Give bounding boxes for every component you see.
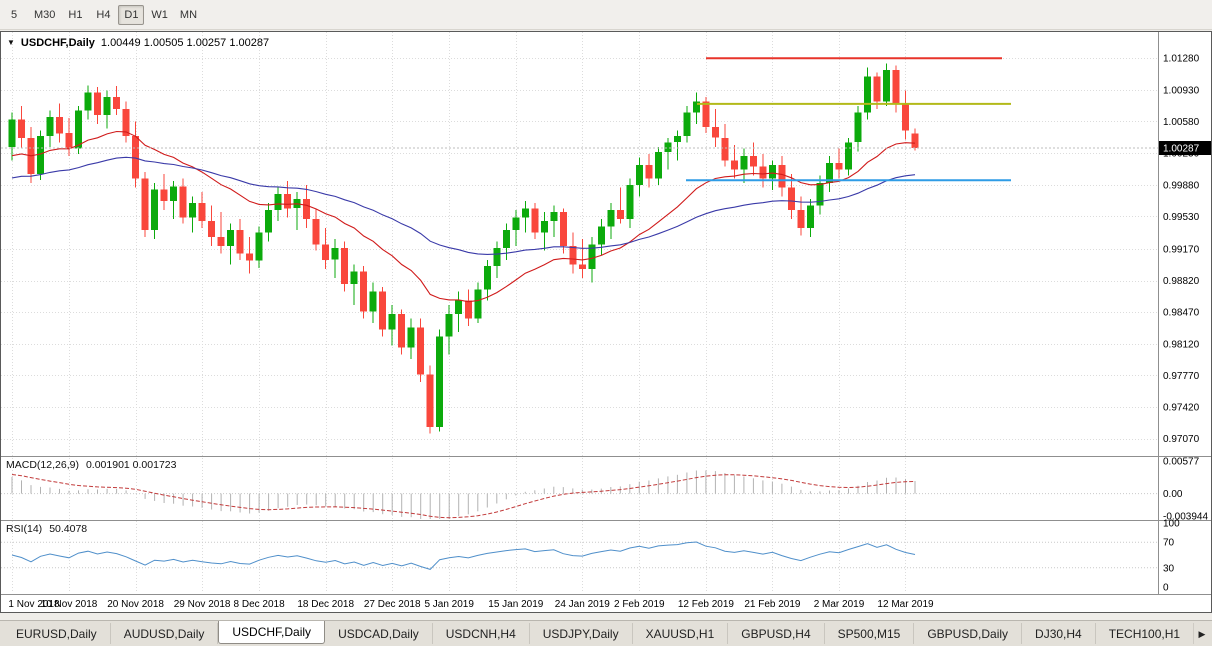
timeframe-button-w1[interactable]: W1 [146,5,173,25]
svg-text:27 Dec 2018: 27 Dec 2018 [364,599,421,610]
svg-text:8 Dec 2018: 8 Dec 2018 [234,599,286,610]
chart-frame [0,31,1212,613]
chart-tab-gbpusd-daily[interactable]: GBPUSD,Daily [914,623,1023,644]
svg-text:18 Dec 2018: 18 Dec 2018 [297,599,354,610]
svg-text:70: 70 [1163,538,1175,549]
chart-symbol-label: USDCHF,Daily [20,37,95,49]
macd-indicator-label: MACD(12,26,9) 0.001901 0.001723 [6,459,176,471]
svg-text:0.98120: 0.98120 [1163,339,1200,350]
svg-text:0.00: 0.00 [1163,489,1183,500]
svg-text:12 Feb 2019: 12 Feb 2019 [678,599,735,610]
svg-text:-0.003944: -0.003944 [1163,511,1208,522]
right-arrow-icon: ▶ [1198,629,1206,639]
chart-tab-usdchf-daily[interactable]: USDCHF,Daily [218,621,326,644]
chart-tab-xauusd-h1[interactable]: XAUUSD,H1 [633,623,729,644]
svg-text:30: 30 [1163,563,1175,574]
chart-tab-usdcnh-h4[interactable]: USDCNH,H4 [433,623,530,644]
timeframe-toolbar: 5 M30 H1 H4 D1 W1 MN [0,0,1212,30]
svg-text:12 Mar 2019: 12 Mar 2019 [877,599,934,610]
svg-text:100: 100 [1163,519,1180,530]
timeframe-button-h4[interactable]: H4 [90,5,116,25]
chart-window: 1.012801.009301.005801.002300.998800.995… [0,31,1212,613]
chart-tab-gbpusd-h4[interactable]: GBPUSD,H4 [728,623,825,644]
chart-tab-audusd-daily[interactable]: AUDUSD,Daily [111,623,219,644]
chart-ohlc-values: 1.00449 1.00505 1.00257 1.00287 [100,37,270,49]
svg-text:2 Feb 2019: 2 Feb 2019 [614,599,665,610]
timeframe-button-mn[interactable]: MN [175,5,202,25]
timeframe-button-d1[interactable]: D1 [118,4,145,25]
chart-tab-dj30-h4[interactable]: DJ30,H4 [1022,623,1096,644]
svg-text:0.98470: 0.98470 [1163,308,1200,319]
trendline-objects[interactable] [686,57,1011,182]
timeframe-button-m30[interactable]: M30 [29,5,60,25]
chart-canvas[interactable]: 1.012801.009301.005801.002300.998800.995… [0,31,1212,613]
svg-text:1.00287: 1.00287 [1163,144,1200,155]
macd-name: MACD(12,26,9) [6,459,79,471]
svg-text:0.98820: 0.98820 [1163,276,1200,287]
grid-lines [1,32,1158,593]
rsi-name: RSI(14) [6,523,43,535]
rsi-value: 50.4078 [49,523,88,535]
svg-text:29 Nov 2018: 29 Nov 2018 [174,599,231,610]
svg-text:0: 0 [1163,583,1169,594]
current-price-marker: 1.00287 [1,141,1211,155]
chart-tab-usdcad-daily[interactable]: USDCAD,Daily [325,623,433,644]
timeframe-button-h1[interactable]: H1 [62,5,88,25]
rsi-indicator [1,541,1158,570]
svg-text:0.97070: 0.97070 [1163,434,1200,445]
macd-indicator [1,470,1158,519]
moving-averages [11,130,916,303]
svg-text:1.01280: 1.01280 [1163,54,1200,65]
svg-text:1.00580: 1.00580 [1163,117,1200,128]
chart-menu-icon[interactable]: ▼ [7,38,15,47]
svg-text:1.00930: 1.00930 [1163,85,1200,96]
rsi-indicator-label: RSI(14) 50.4078 [6,523,87,535]
svg-text:24 Jan 2019: 24 Jan 2019 [555,599,610,610]
candlesticks [8,63,919,434]
svg-text:5 Jan 2019: 5 Jan 2019 [424,599,474,610]
chart-tab-tech100-h1[interactable]: TECH100,H1 [1096,623,1195,644]
svg-text:0.99530: 0.99530 [1163,212,1200,223]
timeframe-button-5[interactable]: 5 [1,5,27,25]
macd-values: 0.001901 0.001723 [85,459,177,471]
svg-text:2 Mar 2019: 2 Mar 2019 [814,599,865,610]
current-price-tag [1159,141,1211,155]
chart-tab-sp500-m15[interactable]: SP500,M15 [825,623,915,644]
tab-scroll-right-button[interactable]: ▶ [1192,622,1212,646]
chart-tab-usdjpy-daily[interactable]: USDJPY,Daily [530,623,633,644]
chart-tab-eurusd-daily[interactable]: EURUSD,Daily [3,623,111,644]
svg-text:0.99880: 0.99880 [1163,180,1200,191]
chart-title: ▼ USDCHF,Daily 1.00449 1.00505 1.00257 1… [7,37,269,49]
svg-text:0.97420: 0.97420 [1163,403,1200,414]
svg-text:0.97770: 0.97770 [1163,371,1200,382]
svg-text:15 Jan 2019: 15 Jan 2019 [488,599,543,610]
svg-text:10 Nov 2018: 10 Nov 2018 [41,599,98,610]
pane-separators [1,32,1211,595]
svg-text:0.99170: 0.99170 [1163,244,1200,255]
svg-text:20 Nov 2018: 20 Nov 2018 [107,599,164,610]
svg-text:21 Feb 2019: 21 Feb 2019 [744,599,801,610]
svg-text:1 Nov 2018: 1 Nov 2018 [8,599,60,610]
chart-tabbar: EURUSD,Daily AUDUSD,Daily USDCHF,Daily USDC… [0,620,1212,646]
svg-text:0.00577: 0.00577 [1163,457,1200,468]
